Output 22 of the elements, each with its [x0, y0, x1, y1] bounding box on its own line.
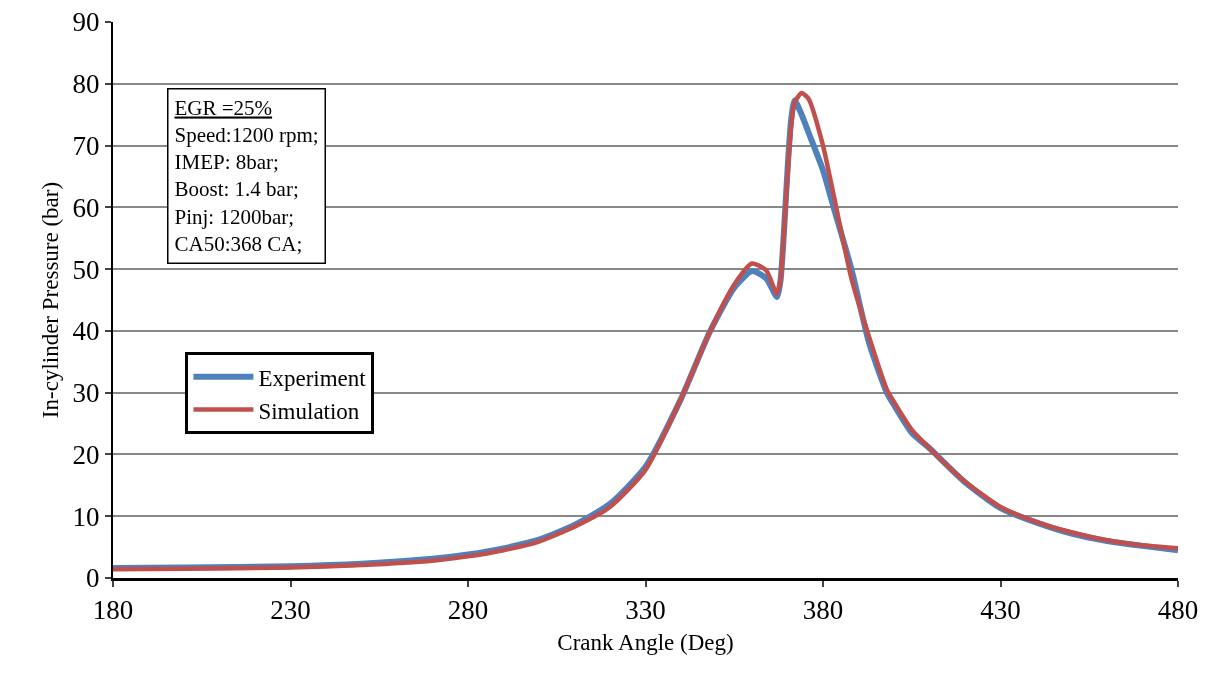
legend-label: Simulation: [258, 398, 360, 424]
x-tick-label: 480: [1157, 595, 1199, 626]
legend-label: Experiment: [258, 365, 367, 391]
y-axis-title: In-cylinder Pressure (bar): [37, 181, 63, 419]
x-tick-label: 230: [270, 595, 311, 626]
y-tick-label: 20: [72, 439, 100, 470]
x-tick-label: 380: [802, 595, 844, 626]
x-axis-title: Crank Angle (Deg): [557, 630, 734, 655]
y-tick-label: 80: [72, 69, 100, 100]
y-tick-label: 70: [72, 131, 100, 162]
y-tick-label: 50: [72, 254, 100, 285]
x-tick-label: 180: [92, 595, 134, 626]
y-tick-label: 90: [72, 7, 100, 38]
y-tick-label: 10: [72, 501, 100, 532]
x-tick-label: 430: [980, 595, 1021, 626]
y-tick-label: 0: [86, 563, 100, 594]
y-tick-label: 60: [72, 192, 100, 223]
annotation: EGR =25% Speed:1200 rpm; IMEP: 8bar; Boost: 1.4 bar; Pinj: 1200bar; CA50:368 CA;: [174, 95, 319, 256]
x-tick-label: 280: [447, 595, 489, 626]
y-tick-label: 40: [72, 316, 100, 347]
x-tick-label: 330: [625, 595, 666, 626]
y-tick-label: 30: [72, 378, 100, 409]
